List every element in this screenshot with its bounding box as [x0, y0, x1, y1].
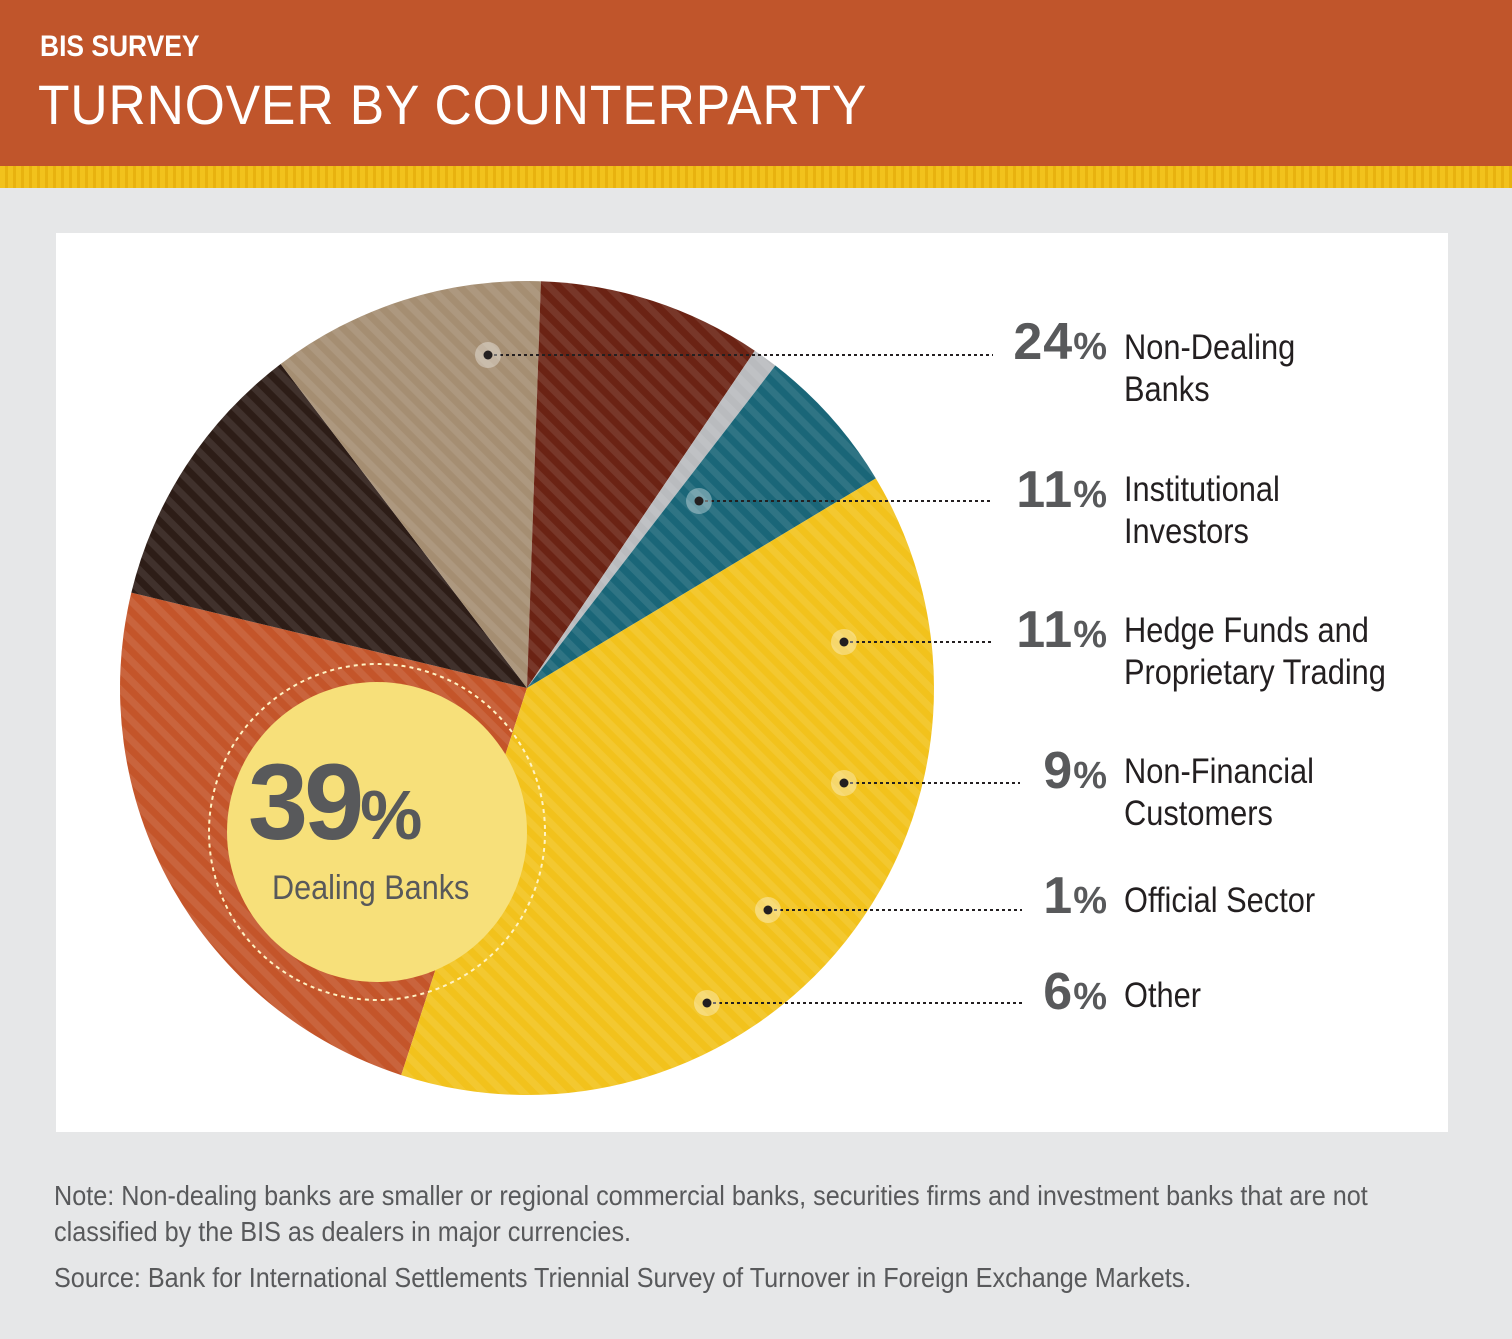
decorative-stripe	[0, 166, 1512, 188]
highlight-dashed-ring	[208, 663, 546, 1001]
pie-slice-texture-dealing-banks	[401, 478, 934, 1095]
dealing-banks-percent: 39%	[248, 741, 423, 862]
label-pct-non-financial-customers: 9%	[1043, 742, 1108, 800]
dealing-banks-label: Dealing Banks	[272, 869, 470, 907]
label-name-official-sector: Official Sector	[1124, 881, 1316, 920]
source-citation: Source: Bank for International Settlemen…	[54, 1262, 1192, 1293]
label-name-non-dealing-banks: Non-Dealing Banks	[1124, 328, 1296, 409]
page-title: TURNOVER BY COUNTERPARTY	[38, 73, 868, 136]
label-pct-institutional-investors: 11%	[1016, 461, 1108, 519]
pie-slice-texture-non-financial-customers	[527, 281, 755, 688]
leader-dot-other	[702, 998, 712, 1008]
kicker-text: BIS SURVEY	[40, 30, 200, 63]
pie-slice-texture-hedge-funds	[280, 281, 541, 688]
label-name-non-financial-customers: Non-Financial Customers	[1124, 752, 1315, 833]
leader-dot-institutional-investors	[694, 496, 704, 506]
label-pct-official-sector: 1%	[1043, 867, 1108, 925]
label-name-institutional-investors: Institutional Investors	[1124, 470, 1280, 551]
leader-dot-official-sector	[763, 905, 773, 915]
pie-slice-texture-institutional-investors	[131, 364, 527, 688]
pie-slice-texture-other	[527, 365, 876, 688]
pie-slice-texture-official-sector	[527, 350, 776, 688]
header-banner: BIS SURVEY TURNOVER BY COUNTERPARTY	[0, 0, 1512, 166]
label-pct-non-dealing-banks: 24%	[1013, 313, 1108, 371]
label-name-hedge-funds: Hedge Funds and Proprietary Trading	[1124, 611, 1386, 692]
footnote: Note: Non-dealing banks are smaller or r…	[54, 1180, 1368, 1247]
label-pct-other: 6%	[1043, 963, 1108, 1021]
leader-dot-hedge-funds	[839, 637, 849, 647]
dealing-banks-highlight	[208, 663, 546, 1001]
leader-dot-non-dealing-banks	[483, 350, 493, 360]
label-name-other: Other	[1124, 976, 1202, 1015]
label-pct-hedge-funds: 11%	[1016, 601, 1108, 659]
leader-dot-non-financial-customers	[839, 778, 849, 788]
highlight-disc	[227, 682, 527, 982]
